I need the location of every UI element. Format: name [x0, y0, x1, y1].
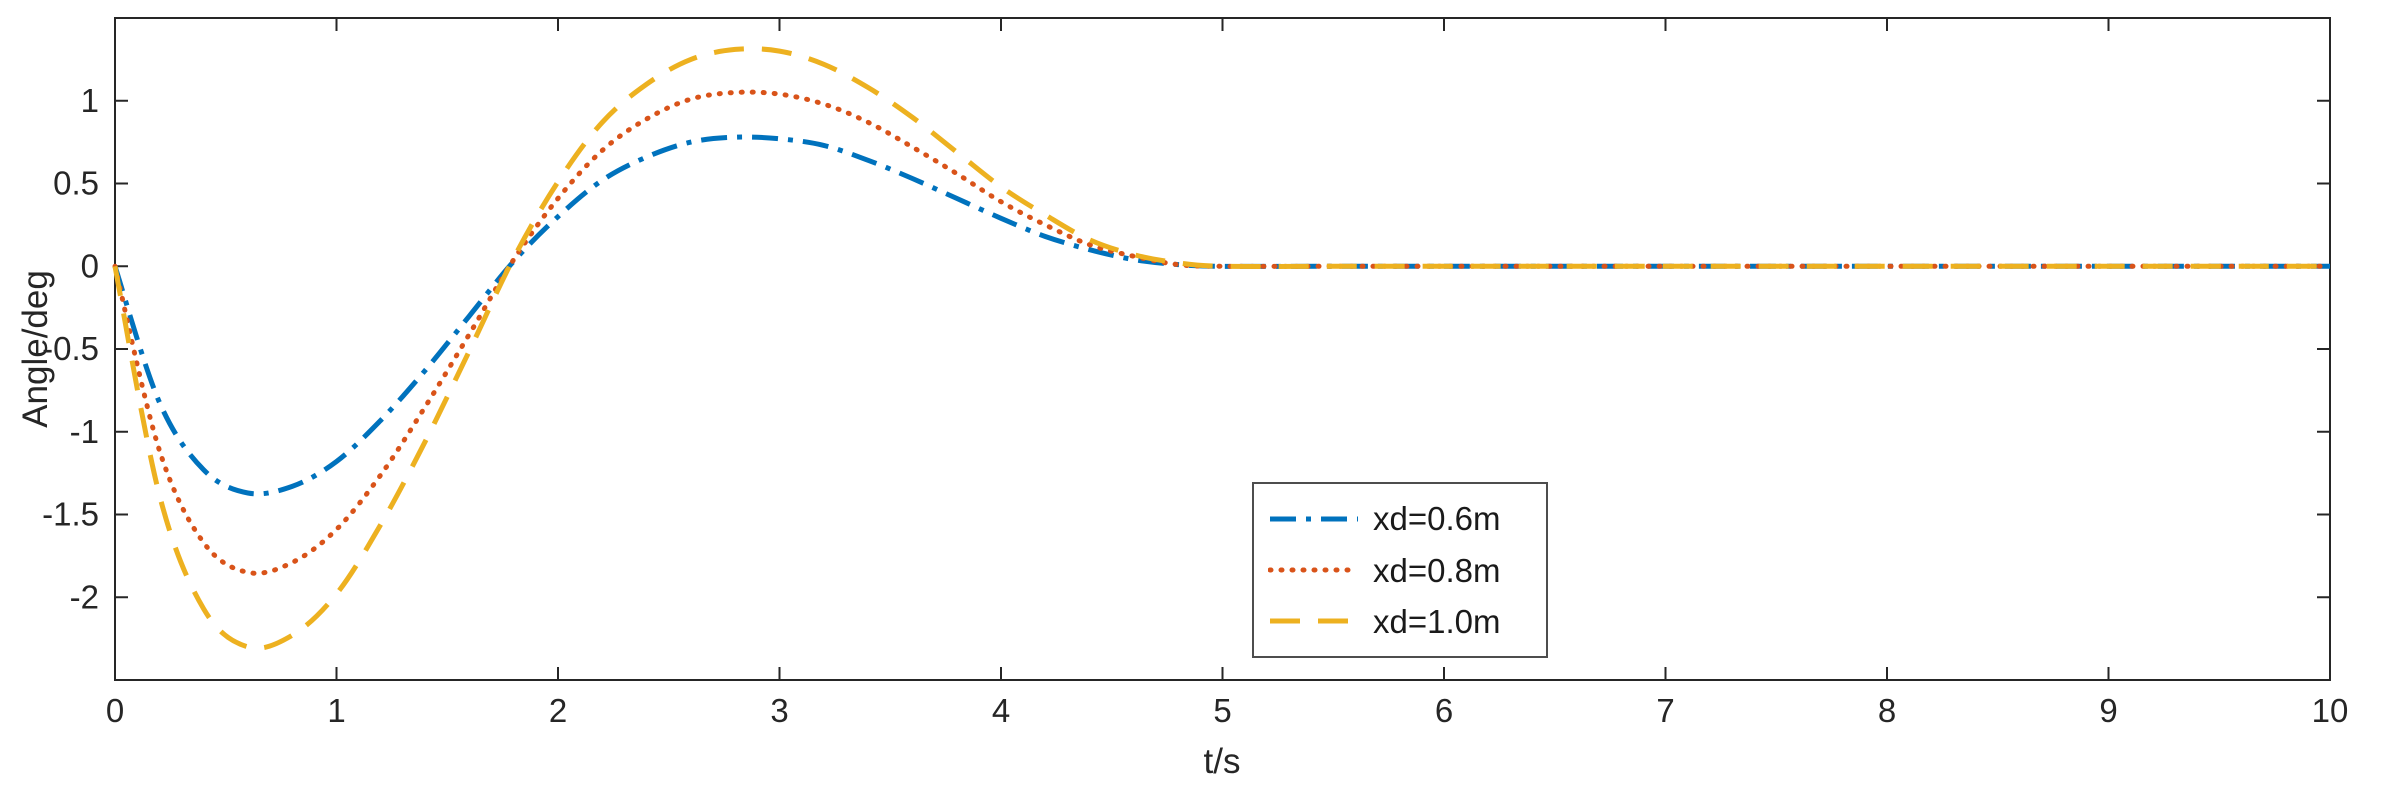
x-tick-label: 0	[106, 692, 124, 729]
legend-item-0: xd=0.6m	[1268, 502, 1546, 535]
x-tick-label: 10	[2312, 692, 2349, 729]
y-tick-label: 0.5	[53, 165, 99, 202]
y-tick-label: -1.5	[42, 496, 99, 533]
x-tick-label: 3	[770, 692, 788, 729]
x-tick-label: 6	[1435, 692, 1453, 729]
legend: xd=0.6m xd=0.8m xd=1.0m	[1252, 482, 1548, 658]
y-tick-label: -1	[70, 413, 99, 450]
x-tick-label: 7	[1656, 692, 1674, 729]
legend-label-1: xd=0.8m	[1373, 551, 1501, 589]
legend-label-2: xd=1.0m	[1373, 602, 1501, 640]
x-tick-label: 8	[1878, 692, 1896, 729]
y-tick-label: 1	[81, 82, 99, 119]
legend-label-0: xd=0.6m	[1373, 500, 1501, 538]
x-tick-label: 2	[549, 692, 567, 729]
y-tick-label: -0.5	[42, 330, 99, 367]
tick-labels: 0 1 2 3 4 5 6 7 8 9 10 -2 -1.5 -1 -0.5 0 0.5 1	[42, 82, 2348, 729]
series-line-0	[112, 134, 2330, 497]
legend-item-1: xd=0.8m	[1268, 554, 1546, 587]
y-tick-label: 0	[81, 247, 99, 284]
axes-frame	[114, 17, 2331, 681]
legend-line-sample-dotted	[1268, 567, 1360, 573]
x-tick-label: 4	[992, 692, 1010, 729]
x-tick-label: 1	[327, 692, 345, 729]
legend-line-sample-dash-dot	[1270, 516, 1358, 522]
x-axis-label: t/s	[1203, 742, 1241, 781]
x-tick-label: 9	[2099, 692, 2117, 729]
legend-line-sample-dashed	[1270, 618, 1358, 624]
series-line-1	[112, 89, 2333, 576]
y-tick-label: -2	[70, 578, 99, 615]
series-line-2	[112, 46, 2330, 651]
x-tick-label: 5	[1213, 692, 1231, 729]
tick-marks	[114, 18, 2331, 680]
legend-item-2: xd=1.0m	[1268, 605, 1546, 638]
y-axis-label: Angle/deg	[16, 270, 55, 428]
